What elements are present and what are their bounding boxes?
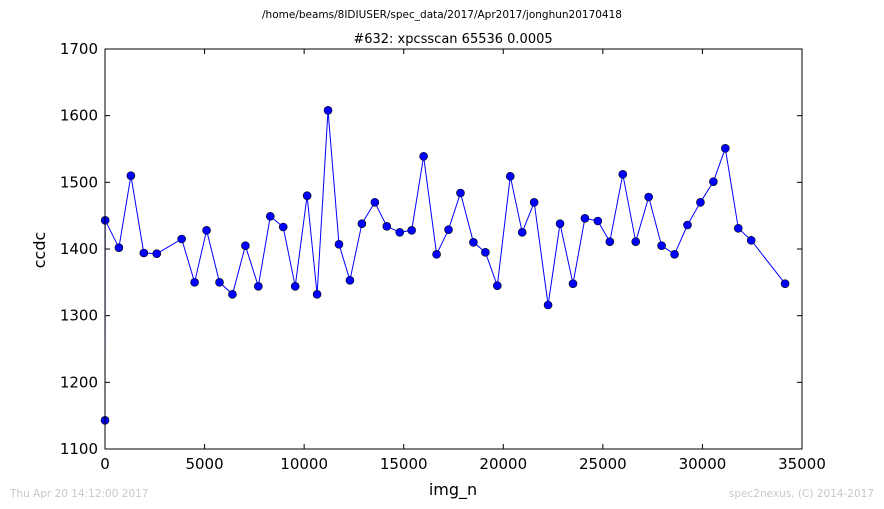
data-point [215, 278, 224, 287]
data-point [177, 234, 186, 244]
footer-credit: spec2nexus, (C) 2014-2017 [728, 488, 874, 500]
data-point [334, 240, 344, 249]
data-point [644, 192, 653, 202]
y-tick-label: 1500 [60, 173, 98, 191]
data-point [357, 219, 367, 228]
x-tick-label: 20000 [479, 455, 527, 473]
data-point [657, 241, 666, 250]
x-tick-label: 10000 [280, 455, 328, 473]
data-point [746, 236, 756, 245]
data-point [323, 106, 333, 115]
data-point [696, 198, 705, 207]
x-tick-label: 25000 [579, 455, 627, 473]
data-point [395, 228, 405, 237]
x-tick-label: 0 [100, 455, 110, 473]
data-point [444, 225, 453, 234]
axes: 0 5000 10000 15000 20000 25000 30000 35000 1100 1… [60, 40, 826, 473]
x-tick-label: 15000 [380, 455, 428, 473]
data-point [529, 198, 539, 207]
data-point [265, 212, 275, 221]
data-point [407, 226, 416, 235]
data-point [312, 290, 322, 299]
data-point [228, 290, 237, 299]
y-tick-label: 1100 [60, 440, 98, 458]
data-point [733, 224, 743, 233]
y-tick-label: 1700 [60, 40, 98, 58]
data-point [241, 241, 250, 250]
data-point [419, 152, 428, 161]
data-point [709, 177, 718, 186]
data-point [290, 282, 300, 291]
data-point [580, 214, 590, 223]
data-point [370, 198, 380, 207]
data-point [302, 191, 312, 200]
y-tick-label: 1200 [60, 373, 98, 391]
x-axis-label: img_n [429, 480, 477, 500]
data-point [670, 250, 679, 259]
x-tick-label: 30000 [679, 455, 727, 473]
data-point [780, 279, 790, 288]
y-axis-label: ccdc [30, 232, 49, 269]
data-point [568, 279, 578, 288]
data-point [469, 238, 478, 247]
data-point [593, 216, 603, 226]
chart-title: #632: xpcsscan 65536 0.0005 [353, 32, 552, 47]
data-point [555, 219, 565, 228]
x-tick-label: 5000 [185, 455, 223, 473]
y-tick-label: 1600 [60, 107, 98, 125]
data-point [432, 250, 441, 259]
plot-frame [104, 48, 803, 450]
data-point [345, 276, 355, 285]
footer-timestamp: Thu Apr 20 14:12:00 2017 [10, 488, 149, 500]
data-point [493, 281, 502, 290]
data-point [481, 248, 490, 257]
data-point [278, 222, 288, 232]
data-point [721, 144, 730, 153]
y-tick-label: 1300 [60, 307, 98, 325]
data-point [152, 249, 162, 258]
figure-suptitle: /home/beams/8IDIUSER/spec_data/2017/Apr2… [262, 9, 622, 21]
data-point [505, 172, 515, 181]
data-point [543, 300, 553, 310]
data-point [254, 282, 263, 291]
data-point [605, 237, 615, 246]
data-point [517, 228, 527, 237]
x-tick-label: 35000 [778, 455, 826, 473]
series-line [104, 110, 786, 421]
data-point [126, 171, 136, 180]
data-point [382, 222, 392, 231]
data-point [618, 170, 628, 179]
data-series [100, 106, 790, 425]
data-point [139, 248, 149, 258]
data-point [631, 237, 641, 246]
data-point [683, 220, 692, 230]
data-point [456, 188, 465, 198]
y-tick-label: 1400 [60, 240, 98, 258]
data-point [202, 226, 211, 235]
data-point [114, 243, 124, 252]
data-point [190, 278, 199, 287]
